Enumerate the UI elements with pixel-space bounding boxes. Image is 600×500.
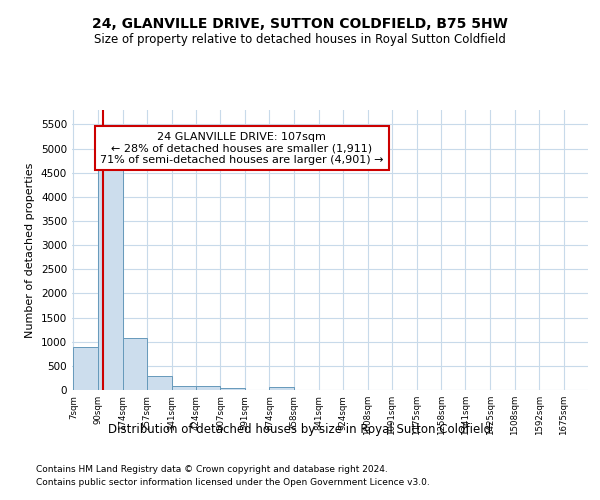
Bar [220, 388, 245, 390]
Bar [147, 376, 172, 390]
Y-axis label: Number of detached properties: Number of detached properties [25, 162, 35, 338]
Text: Contains public sector information licensed under the Open Government Licence v3: Contains public sector information licen… [36, 478, 430, 487]
Bar [172, 386, 196, 390]
Bar [98, 168, 122, 390]
Bar [73, 346, 98, 390]
Text: Distribution of detached houses by size in Royal Sutton Coldfield: Distribution of detached houses by size … [109, 422, 491, 436]
Text: 24 GLANVILLE DRIVE: 107sqm
← 28% of detached houses are smaller (1,911)
71% of s: 24 GLANVILLE DRIVE: 107sqm ← 28% of deta… [100, 132, 383, 165]
Text: Size of property relative to detached houses in Royal Sutton Coldfield: Size of property relative to detached ho… [94, 32, 506, 46]
Bar [196, 386, 220, 390]
Text: 24, GLANVILLE DRIVE, SUTTON COLDFIELD, B75 5HW: 24, GLANVILLE DRIVE, SUTTON COLDFIELD, B… [92, 18, 508, 32]
Bar [269, 388, 294, 390]
Bar [122, 338, 147, 390]
Text: Contains HM Land Registry data © Crown copyright and database right 2024.: Contains HM Land Registry data © Crown c… [36, 466, 388, 474]
